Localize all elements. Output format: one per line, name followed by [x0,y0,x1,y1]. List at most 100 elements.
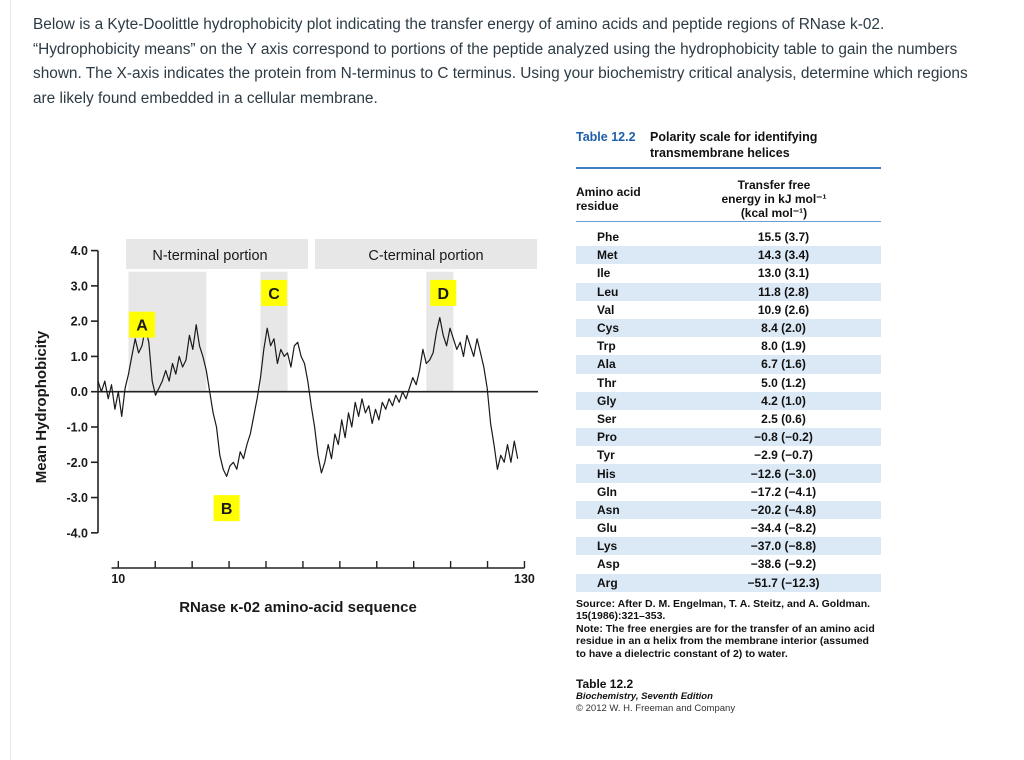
callout-box [261,279,287,306]
table-header-rule [576,221,881,222]
callout-box [430,279,457,306]
residue-cell: His [597,466,616,481]
callouts: A B C D [129,279,457,522]
n-terminal-label: N-terminal portion [152,248,267,264]
hydrophobicity-plot: N-terminal portion C-terminal portion 4.… [33,239,538,616]
header-energy-line2: energy in kJ mol⁻¹ [721,192,827,206]
callout-box [129,311,155,338]
credit-copyright: © 2012 W. H. Freeman and Company [576,703,736,715]
table-top-rule [576,167,881,169]
credit-book: Biochemistry, Seventh Edition [576,690,713,702]
y-tick-label: -3.0 [66,491,88,505]
x-tick-label: 130 [514,572,535,586]
question-line-3: shown. The X-axis indicates the protein … [33,65,968,82]
residue-cell: Asp [597,557,620,572]
residue-cell: Ile [597,266,611,281]
table-title: Polarity scale for identifying transmemb… [650,130,818,160]
residue-cell: Trp [597,339,616,354]
energy-cell: 2.5 (0.6) [761,411,806,426]
energy-cell: −2.9 (−0.7) [754,448,813,463]
residue-cell: Asn [597,502,620,517]
callout-label: B [221,501,233,518]
axes: 4.0 3.0 2.0 1.0 0.0 -1.0 -2.0 -3.0 -4.0 10 130 [66,244,538,586]
x-axis-label: RNase κ-02 amino-acid sequence [179,599,417,616]
hydrophobicity-series-line [97,316,519,477]
table-header: Amino acid residue Transfer free energy … [576,169,881,221]
table-row: Met 14.3 (3.4) [576,246,881,265]
energy-cell: 11.8 (2.8) [758,284,809,299]
header-amino-acid: Amino acid residue [576,185,666,213]
c-terminal-label: C-terminal portion [368,248,483,264]
energy-cell: 15.5 (3.7) [757,230,810,245]
header-amino-acid-line1: Amino acid [576,185,641,199]
header-energy-line3: (kcal mol⁻¹) [740,206,808,220]
callout-box [213,495,240,522]
energy-cell: −0.8 (−0.2) [754,430,813,445]
table-row: Leu 11.8 (2.8) [576,282,881,301]
energy-cell: 6.7 (1.6) [761,357,806,372]
series-lines [97,316,519,477]
header-energy-line1: Transfer free [737,178,811,192]
y-tick-label: -2.0 [66,456,88,470]
callout-label: A [136,318,148,335]
table-row: Asn −20.2 (−4.8) [576,500,881,519]
table-row: Gln −17.2 (−4.1) [576,483,881,501]
table-row: Cys 8.4 (2.0) [576,318,881,338]
table-caption: Table 12.2 Polarity scale for identifyin… [576,127,881,167]
table-row: Tyr −2.9 (−0.7) [576,446,881,464]
y-tick-label: 2.0 [71,315,88,329]
energy-cell: 5.0 (1.2) [761,375,806,390]
n-terminal-banner [126,239,308,269]
residue-cell: Ala [597,357,616,372]
residue-cell: Cys [597,321,620,336]
table-credit: Table 12.2 Biochemistry, Seventh Edition… [576,678,881,716]
table-row: Ile 13.0 (3.1) [576,264,881,282]
energy-cell: −34.4 (−8.2) [750,521,817,536]
energy-cell: −38.6 (−9.2) [750,557,817,572]
header-amino-acid-line2: residue [576,199,619,213]
energy-cell: −17.2 (−4.1) [750,484,817,499]
y-tick-label: 0.0 [71,385,88,399]
y-tick-label: 1.0 [71,350,88,364]
energy-cell: 8.4 (2.0) [761,321,806,336]
question-text: Below is a Kyte-Doolittle hydrophobicity… [33,13,1013,111]
table-row: Lys −37.0 (−8.8) [576,537,881,556]
energy-cell: 8.0 (1.9) [761,339,806,354]
energy-cell: 14.3 (3.4) [757,248,810,263]
table-row: Ala 6.7 (1.6) [576,355,881,374]
residue-cell: Phe [597,230,620,245]
residue-cell: Pro [597,430,618,445]
table-row: Arg −51.7 (−12.3) [576,573,881,592]
table-row: Val 10.9 (2.6) [576,301,881,319]
question-line-2: “Hydrophobicity means” on the Y axis cor… [33,40,958,58]
y-axis-label: Mean Hydrophobicity [33,330,50,483]
table-row: Phe 15.5 (3.7) [576,228,881,246]
energy-cell: −51.7 (−12.3) [747,575,820,590]
y-tick-label: -4.0 [66,526,88,540]
table-row: Pro −0.8 (−0.2) [576,428,881,447]
residue-cell: Leu [597,284,619,299]
energy-cell: −12.6 (−3.0) [750,466,817,481]
y-tick-label: 4.0 [71,244,88,258]
residue-cell: Arg [597,575,618,590]
table-notes: Source: After D. M. Engelman, T. A. Stei… [576,598,881,661]
callout-label: C [268,286,280,303]
table-row: Thr 5.0 (1.2) [576,374,881,392]
region-banners: N-terminal portion C-terminal portion [126,239,537,269]
residue-cell: Ser [597,411,617,426]
residue-cell: Gln [597,484,617,499]
table-row: Asp −38.6 (−9.2) [576,555,881,573]
question-line-1: Below is a Kyte-Doolittle hydrophobicity… [33,16,885,33]
energy-cell: 10.9 (2.6) [757,302,810,317]
y-tick-label: 3.0 [71,279,88,293]
table-body: Phe 15.5 (3.7) Met 14.3 (3.4) Ile 13.0 (3.1) L… [576,228,881,592]
x-tick-label: 10 [111,572,125,586]
table-row: Gly 4.2 (1.0) [576,391,881,410]
content-left-border [10,0,11,760]
callout-label: D [437,286,449,303]
table-row: Trp 8.0 (1.9) [576,337,881,355]
energy-cell: −20.2 (−4.8) [750,502,817,517]
c-terminal-banner [315,239,537,269]
energy-cell: 13.0 (3.1) [757,266,810,281]
residue-cell: Gly [597,393,617,408]
